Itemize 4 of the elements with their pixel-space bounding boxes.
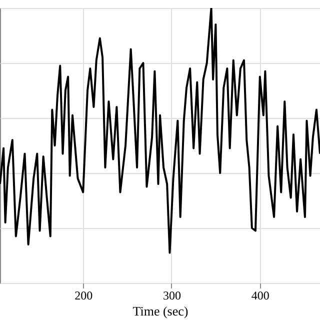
x-axis-title: Time (sec) [132,304,188,318]
x-tick-label: 200 [74,288,93,302]
x-tick-label: 300 [162,288,181,302]
x-tick-label: 400 [251,288,270,302]
